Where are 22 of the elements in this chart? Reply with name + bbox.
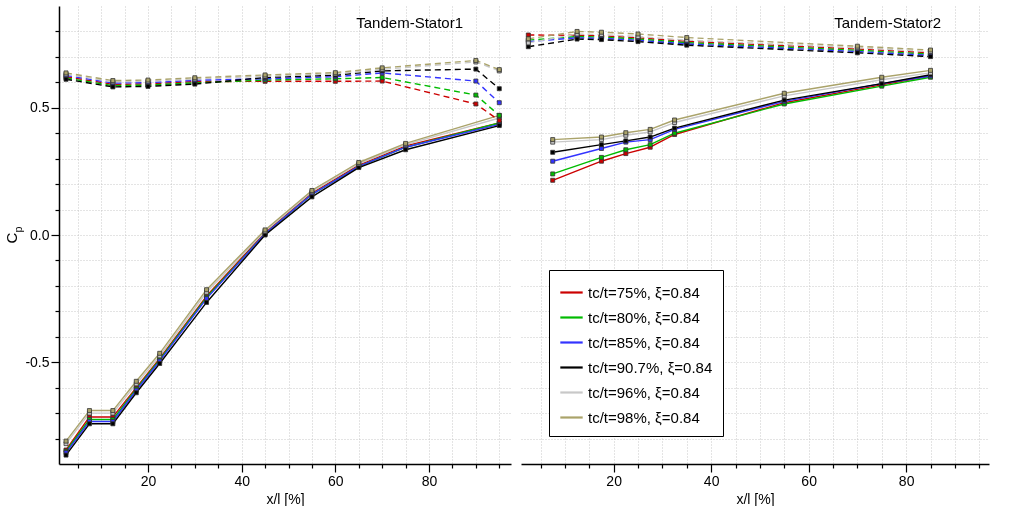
- x-tick-label: 80: [898, 472, 915, 489]
- text: Tandem-Stator2: [834, 14, 941, 31]
- y-tick-label: -0.5: [25, 353, 50, 370]
- legend-label: tc/t=96%, ξ=0.84: [588, 383, 700, 401]
- y-tick-label: 0.5: [30, 99, 50, 116]
- x-axis-title: x/l [%]: [736, 490, 775, 506]
- x-tick-label: 40: [703, 472, 720, 489]
- x-tick-label: 40: [234, 472, 251, 489]
- legend-label: tc/t=85%, ξ=0.84: [588, 333, 700, 351]
- x-tick-label: 60: [801, 472, 818, 489]
- x-tick-label: 20: [606, 472, 623, 489]
- legend-label: tc/t=75%, ξ=0.84: [588, 283, 700, 301]
- y-axis-title: Cp: [3, 226, 24, 244]
- y-tick-label: 0.0: [30, 226, 50, 243]
- x-tick-label: 20: [140, 472, 157, 489]
- legend-label: tc/t=90.7%, ξ=0.84: [588, 358, 713, 376]
- legend-label: tc/t=98%, ξ=0.84: [588, 408, 700, 426]
- x-axis-title: x/l [%]: [266, 490, 305, 506]
- x-tick-label: 60: [328, 472, 344, 489]
- legend-label: tc/t=80%, ξ=0.84: [588, 308, 700, 326]
- text: Tandem-Stator1: [356, 14, 463, 31]
- x-tick-label: 80: [421, 472, 438, 489]
